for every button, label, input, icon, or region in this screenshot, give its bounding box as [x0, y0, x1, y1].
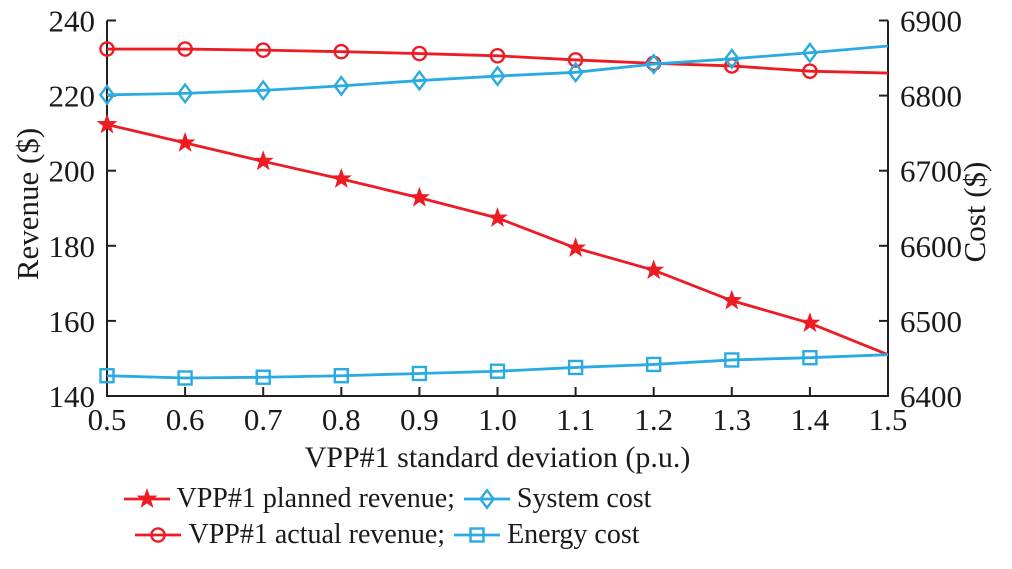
x-tick-label: 0.8	[322, 402, 361, 437]
series-marker-circle-icon	[99, 41, 115, 57]
series-marker-square-icon	[333, 368, 349, 384]
x-tick-label: 1.2	[634, 402, 673, 437]
y-tick-label-right: 6700	[900, 154, 962, 189]
y-tick-label-right: 6800	[900, 79, 962, 114]
x-tick-label: 1.0	[478, 402, 517, 437]
x-tick-label: 1.5	[869, 402, 908, 437]
series-marker-star-icon	[252, 150, 274, 171]
series-marker-diamond-icon	[177, 82, 194, 105]
series-marker-diamond-icon	[645, 53, 662, 75]
series-marker-star-icon	[330, 167, 352, 188]
y-tick-label-left: 220	[49, 79, 96, 114]
legend-label: VPP#1 actual revenue;	[188, 518, 446, 550]
series-marker-diamond-icon	[723, 48, 740, 70]
series-line	[106, 44, 889, 97]
y-tick-label-left: 180	[49, 229, 96, 264]
y-tick-label-left: 140	[49, 379, 96, 414]
legend-marker-star-icon	[123, 488, 170, 509]
x-tick-label: 1.4	[791, 402, 830, 437]
series-marker-diamond-icon	[255, 79, 272, 102]
series-marker-circle-icon	[489, 47, 506, 64]
y-tick-label-left: 200	[49, 154, 96, 189]
legend-row-2: VPP#1 actual revenue; Energy cost	[134, 518, 640, 551]
series-marker-star-icon	[96, 113, 118, 134]
series-marker-star-icon	[643, 259, 665, 280]
legend-marker-square-icon	[454, 527, 501, 543]
series-line	[106, 123, 889, 356]
series-energy-cost	[99, 349, 889, 386]
y-tick-label-left: 240	[49, 4, 96, 39]
series-marker-square-icon	[724, 352, 740, 368]
series-marker-square-icon	[99, 368, 115, 384]
series-marker-star-icon	[408, 186, 430, 207]
legend-marker-diamond-icon	[463, 488, 510, 511]
y-tick-label-left: 160	[49, 304, 96, 339]
series-marker-square-icon	[567, 359, 584, 376]
legend-marker-shape	[469, 527, 485, 543]
series-marker-star-icon	[174, 131, 196, 152]
legend-marker-circle-icon	[135, 527, 182, 543]
series-marker-square-icon	[802, 349, 818, 366]
series-system-cost	[98, 41, 889, 106]
x-tick-label: 1.1	[556, 402, 595, 437]
series-marker-circle-icon	[567, 52, 584, 68]
legend-entry-vpp-1-planned-revenue: VPP#1 planned revenue;	[123, 483, 455, 515]
legend: VPP#1 planned revenue; System cost VPP#1 a…	[0, 483, 774, 551]
series-marker-square-icon	[255, 369, 271, 385]
x-tick-label: 0.5	[88, 402, 127, 437]
x-tick-label: 0.9	[400, 402, 439, 437]
series-marker-circle-icon	[802, 63, 818, 79]
series-marker-circle-icon	[177, 41, 193, 57]
y-axis-label-right: Cost ($)	[957, 161, 992, 263]
series-line	[106, 353, 889, 380]
series-marker-diamond-icon	[333, 75, 350, 97]
legend-label: VPP#1 planned revenue;	[176, 483, 455, 514]
y-tick-label-right: 6900	[900, 4, 962, 39]
legend-row-1: VPP#1 planned revenue; System cost	[123, 483, 652, 515]
y-axis-label-left: Revenue ($)	[10, 127, 45, 281]
series-vpp-1-planned-revenue	[96, 113, 889, 356]
y-tick-label-right: 6600	[900, 229, 962, 264]
series-marker-star-icon	[799, 312, 821, 333]
series-line	[107, 47, 889, 75]
series-marker-star-icon	[487, 207, 508, 227]
legend-entry-system-cost: System cost	[463, 483, 652, 515]
legend-marker-shape	[150, 527, 167, 543]
x-tick-label: 0.6	[166, 402, 205, 437]
series-marker-diamond-icon	[411, 69, 428, 92]
series-marker-diamond-icon	[489, 65, 506, 87]
series-marker-square-icon	[411, 365, 428, 382]
series-marker-circle-icon	[411, 45, 428, 62]
series-marker-diamond-icon	[567, 61, 584, 84]
series-marker-star-icon	[565, 237, 587, 257]
legend-entry-energy-cost: Energy cost	[453, 518, 640, 551]
legend-label: Energy cost	[507, 518, 640, 550]
x-tick-label: 1.3	[712, 402, 751, 437]
series-marker-square-icon	[177, 370, 193, 386]
legend-label: System cost	[516, 483, 652, 514]
legend-entry-vpp-1-actual-revenue: VPP#1 actual revenue;	[134, 518, 446, 551]
series-marker-diamond-icon	[98, 84, 116, 106]
series-marker-square-icon	[489, 363, 506, 379]
x-axis-label: VPP#1 standard deviation (p.u.)	[304, 441, 691, 474]
y-tick-label-right: 6500	[900, 304, 962, 339]
series-marker-diamond-icon	[801, 41, 818, 64]
y-tick-label-right: 6400	[900, 379, 962, 414]
series-marker-circle-icon	[255, 42, 272, 58]
series-marker-circle-icon	[333, 43, 350, 60]
series-marker-square-icon	[646, 356, 662, 373]
x-tick-label: 0.7	[244, 402, 283, 437]
legend-marker-shape	[478, 488, 496, 511]
series-marker-star-icon	[721, 289, 743, 310]
legend-marker-shape	[136, 488, 157, 509]
